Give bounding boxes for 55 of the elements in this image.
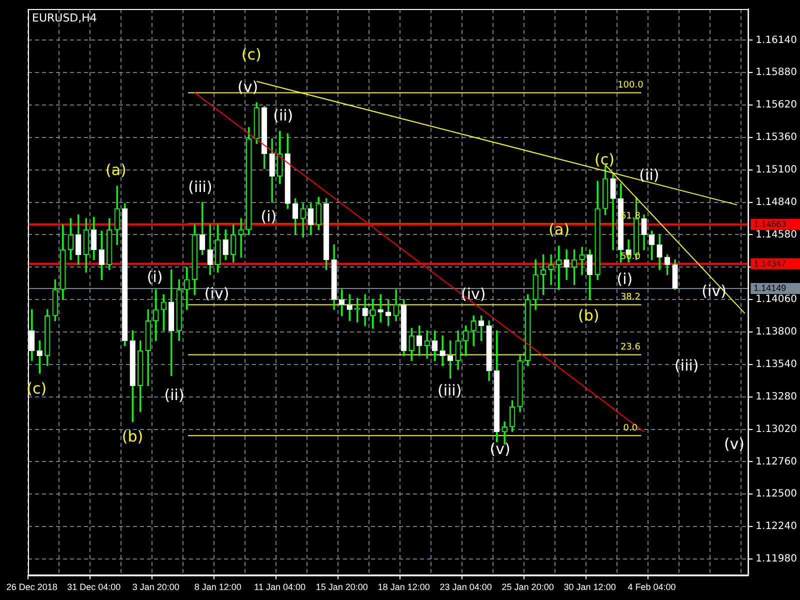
x-tick-label: 3 Jan 20:00 <box>132 582 180 592</box>
annotation: (a) <box>105 160 126 179</box>
x-tick-label: 4 Feb 04:00 <box>628 582 676 592</box>
annotation: 0.0 <box>623 423 638 434</box>
y-tick-label: 1.13800 <box>756 326 798 338</box>
y-tick-label: 1.12760 <box>756 456 798 468</box>
x-tick-label: 23 Jan 04:00 <box>440 582 492 592</box>
ref-line-label: 1.14663 <box>754 218 786 229</box>
annotation: (v) <box>724 434 745 453</box>
y-tick-label: 1.12240 <box>756 521 798 532</box>
y-tick-label: 1.13540 <box>756 359 798 370</box>
annotation: (i) <box>146 268 163 286</box>
annotation: (b) <box>122 428 144 446</box>
ref-line-label: 1.14347 <box>754 258 786 268</box>
annotation: (ii) <box>164 386 184 404</box>
annotation: (iii) <box>674 356 699 375</box>
annotation: 100.0 <box>618 80 644 91</box>
x-tick-label: 18 Jan 12:00 <box>378 582 430 592</box>
annotation: (v) <box>490 440 510 458</box>
annotation: (c) <box>241 45 262 64</box>
x-tick-label: 25 Jan 20:00 <box>502 582 554 592</box>
x-tick-label: 26 Dec 2018 <box>6 582 58 592</box>
annotation: (a) <box>548 220 570 238</box>
annotation: 38.2 <box>620 292 640 303</box>
annotation: (iv) <box>460 284 486 303</box>
y-tick-label: 1.13280 <box>756 391 798 402</box>
y-tick-label: 1.15100 <box>756 164 798 176</box>
y-tick-label: 1.14580 <box>756 229 798 240</box>
y-tick-label: 1.16140 <box>756 34 798 46</box>
annotation: 23.6 <box>620 342 641 353</box>
y-tick-label: 1.11980 <box>756 554 798 565</box>
y-tick-label: 1.13020 <box>756 424 798 435</box>
annotation: (iii) <box>188 178 212 196</box>
ref-line-label: 1.14149 <box>754 282 786 293</box>
y-tick-label: 1.14840 <box>756 196 798 208</box>
y-tick-label: 1.15880 <box>756 67 798 78</box>
annotation: (i) <box>260 207 277 226</box>
chart-title: EURUSD,H4 <box>32 11 97 24</box>
y-tick-label: 1.14060 <box>756 294 798 306</box>
y-tick-label: 1.12500 <box>756 488 798 500</box>
annotation: (ii) <box>639 166 660 184</box>
x-tick-label: 8 Jan 12:00 <box>194 582 242 592</box>
annotation: (ii) <box>273 106 294 124</box>
annotation: (iii) <box>437 382 462 400</box>
y-tick-label: 1.15360 <box>756 132 798 144</box>
annotation: (c) <box>594 150 614 169</box>
annotation: (b) <box>578 306 600 324</box>
x-tick-label: 11 Jan 04:00 <box>254 582 306 592</box>
x-tick-label: 15 Jan 20:00 <box>316 582 368 592</box>
annotation: (iv) <box>204 284 230 302</box>
y-tick-label: 1.15620 <box>756 100 798 111</box>
annotation: (i) <box>616 270 633 288</box>
annotation: (v) <box>238 78 258 96</box>
x-tick-label: 30 Jan 12:00 <box>564 582 616 592</box>
x-tick-label: 31 Dec 04:00 <box>67 582 121 592</box>
